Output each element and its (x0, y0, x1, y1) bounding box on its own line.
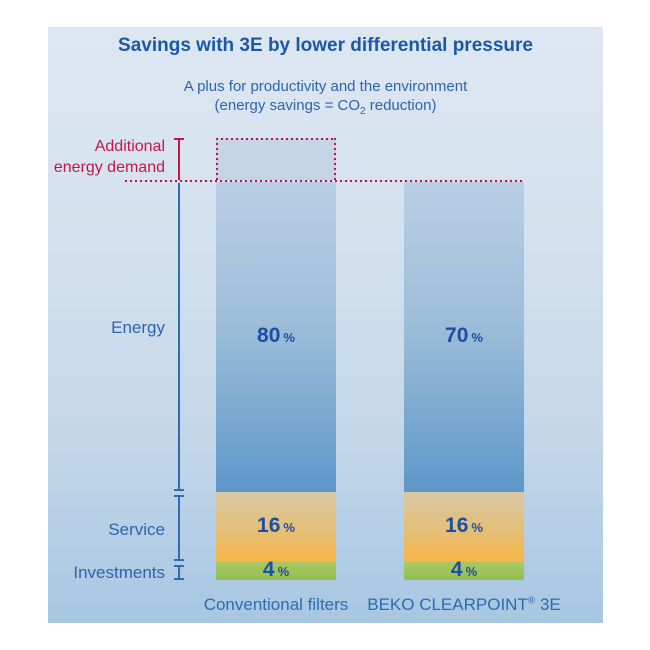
bar2-energy-segment: 70% (404, 182, 524, 492)
additional-demand-bracket (174, 138, 184, 180)
service-axis-bracket (174, 495, 184, 561)
energy-axis-bracket (174, 183, 184, 491)
registered-mark: ® (527, 595, 536, 607)
additional-label-line2: energy demand (53, 159, 165, 176)
bar1-investments-segment: 4% (216, 558, 336, 581)
subtitle-line2-pre: (energy savings = CO (214, 97, 361, 114)
additional-label-line1: Additional (94, 138, 165, 155)
bar-beko-clearpoint-3e: 70% 16% 4% (404, 182, 524, 580)
service-label: Service (108, 520, 165, 539)
bar2-investments-segment: 4% (404, 558, 524, 581)
bar-conventional-filters: 80% 16% 4% (216, 182, 336, 580)
bracket-line (178, 565, 180, 580)
chart-panel: Savings with 3E by lower differential pr… (48, 27, 603, 623)
percent-sign: % (471, 330, 483, 345)
category-label-conventional-filters: Conventional filters (203, 595, 349, 614)
bracket-cap (174, 489, 184, 491)
bracket-line (178, 495, 180, 561)
bracket-cap (174, 578, 184, 580)
bar2-energy-value: 70% (445, 324, 483, 347)
percent-sign: % (283, 330, 295, 345)
dotted-box-right-edge (334, 138, 336, 180)
bar2-service-segment: 16% (404, 492, 524, 562)
bar1-energy-value: 80% (257, 324, 295, 347)
chart-title: Savings with 3E by lower differential pr… (118, 35, 533, 56)
chart-subtitle-line2: (energy savings = CO2 reduction) (48, 96, 603, 122)
percent-sign: % (471, 520, 483, 535)
bracket-line (178, 183, 180, 491)
chart-subtitle-line1: A plus for productivity and the environm… (183, 78, 468, 95)
bar1-investments-value: 4% (262, 558, 290, 581)
percent-sign: % (465, 564, 478, 579)
investments-axis-bracket (174, 565, 184, 580)
dotted-box-top-edge (216, 138, 336, 140)
percent-sign: % (277, 564, 290, 579)
bar1-service-value: 16% (257, 514, 295, 537)
energy-label: Energy (111, 318, 165, 337)
subtitle-line2-post: reduction) (365, 97, 437, 114)
investments-label: Investments (73, 563, 165, 582)
additional-demand-dotted-box (216, 138, 336, 180)
bar1-energy-segment: 80% (216, 182, 336, 492)
co2-subscript: 2 (360, 106, 366, 117)
percent-sign: % (283, 520, 295, 535)
additional-energy-demand-label: Additional energy demand (54, 136, 165, 178)
bracket-cap (174, 559, 184, 561)
bar2-investments-value: 4% (450, 558, 478, 581)
bracket-line (178, 138, 180, 180)
category-label-beko-clearpoint: BEKO CLEARPOINT® 3E (367, 595, 561, 614)
bar2-service-value: 16% (445, 514, 483, 537)
bar1-service-segment: 16% (216, 492, 336, 562)
reference-dotted-line (125, 180, 524, 182)
dotted-box-left-edge (216, 138, 218, 180)
